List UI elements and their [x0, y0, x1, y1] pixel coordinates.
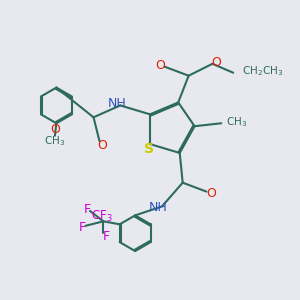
- Text: F: F: [79, 221, 86, 234]
- Text: O: O: [206, 187, 216, 200]
- Text: O: O: [211, 56, 221, 69]
- Text: CF$_3$: CF$_3$: [91, 209, 113, 224]
- Text: O: O: [50, 123, 60, 136]
- Text: S: S: [143, 142, 154, 155]
- Text: F: F: [103, 230, 110, 243]
- Text: F: F: [83, 203, 91, 216]
- Text: NH: NH: [149, 202, 168, 214]
- Text: O: O: [98, 139, 107, 152]
- Text: CH$_3$: CH$_3$: [44, 134, 65, 148]
- Text: NH: NH: [107, 98, 126, 110]
- Text: CH$_2$CH$_3$: CH$_2$CH$_3$: [242, 64, 284, 78]
- Text: CH$_3$: CH$_3$: [226, 115, 247, 129]
- Text: O: O: [155, 59, 165, 72]
